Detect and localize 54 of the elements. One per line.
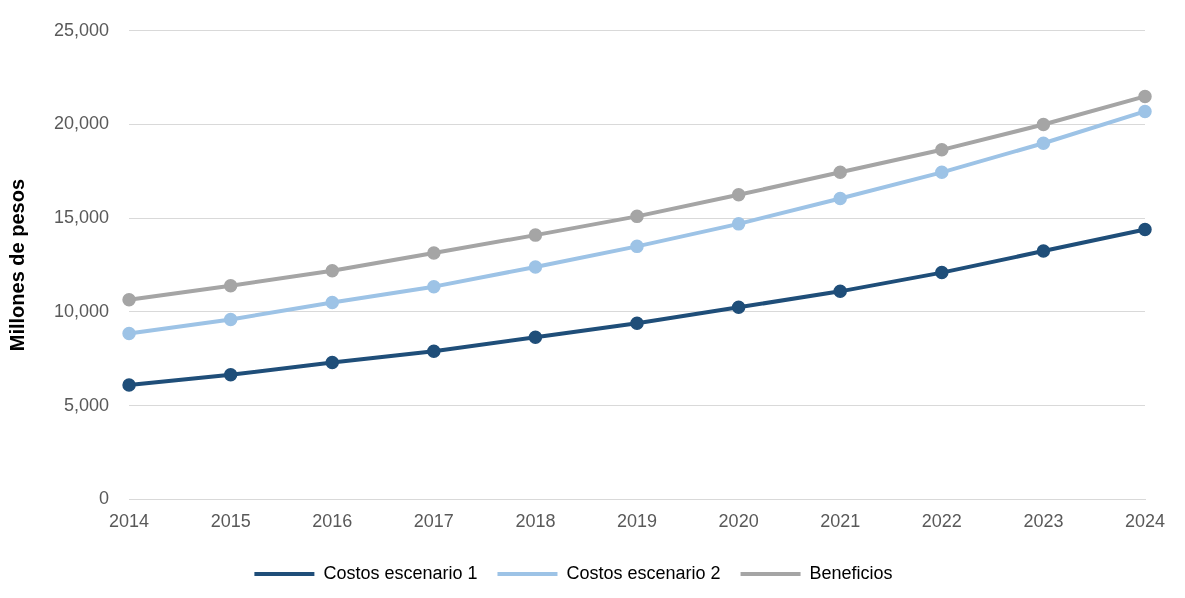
x-tick-label: 2018 [515,511,556,532]
point [122,326,136,341]
point [833,191,847,206]
point [630,316,644,330]
point [427,246,441,260]
point [528,228,543,242]
point [325,355,339,370]
y-axis-title: Millones de pesos [5,178,28,352]
point [731,217,746,231]
x-tick-label: 2019 [617,511,658,532]
legend-label: Costos escenario 1 [323,562,478,583]
point [630,239,644,254]
point [833,165,847,180]
x-tick-label: 2024 [1124,511,1166,532]
x-tick-label: 2022 [921,511,962,532]
point [528,260,543,274]
x-tick-label: 2020 [718,511,759,532]
point [223,368,238,382]
point [833,284,847,299]
x-tick-label: 2015 [210,511,251,532]
point [223,312,238,327]
point [325,263,339,278]
point [1036,244,1051,258]
x-tick-label: 2023 [1023,511,1064,532]
point [1138,104,1152,119]
point [427,344,441,359]
point [1138,222,1152,237]
point [122,378,136,392]
point [528,330,543,345]
legend-label: Costos escenario 2 [566,562,721,583]
point [427,279,441,294]
y-tick-label: 15,000 [53,207,110,228]
point [935,143,949,157]
point [935,165,949,180]
x-tick-label: 2021 [820,511,861,532]
y-tick-label: 5,000 [64,394,110,415]
point [731,300,746,315]
point [935,265,949,280]
x-tick-label: 2016 [312,511,353,532]
y-tick-label: 10,000 [53,300,110,321]
y-tick-label: 25,000 [53,19,110,40]
point [731,188,746,202]
point [223,278,238,293]
x-tick-label: 2014 [109,511,150,532]
point [1138,89,1152,104]
x-tick-label: 2017 [413,511,454,532]
point [1036,117,1051,132]
point [325,295,339,310]
y-tick-label: 0 [99,488,110,509]
y-tick-label: 20,000 [53,113,110,134]
point [630,209,644,224]
legend-label: Beneficios [809,562,893,583]
point [1036,136,1051,151]
point [122,293,136,307]
